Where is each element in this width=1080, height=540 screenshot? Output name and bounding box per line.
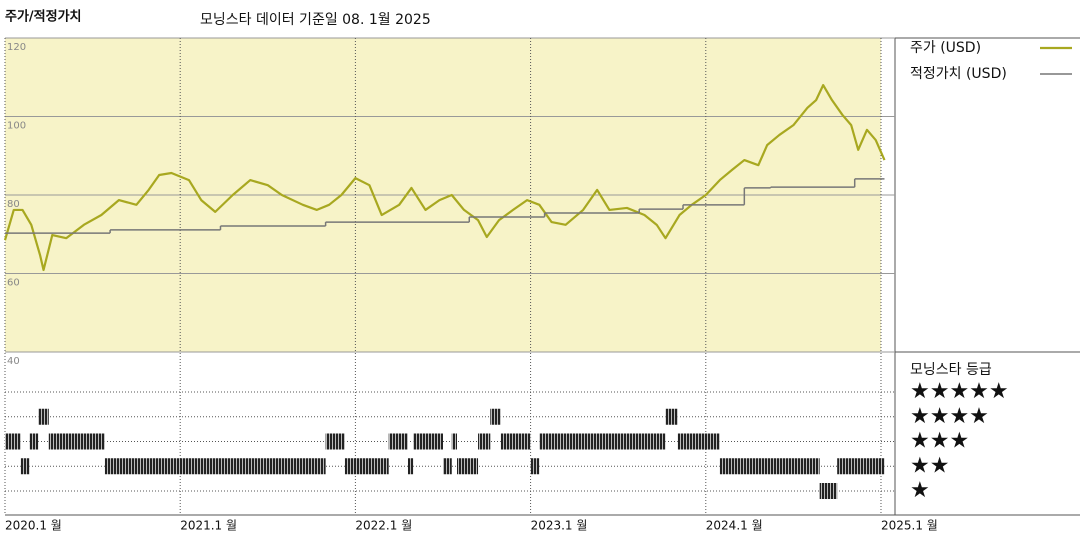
rating-bar xyxy=(5,433,21,450)
rating-bar xyxy=(20,458,30,475)
rating-bar xyxy=(457,458,479,475)
chart-subtitle: 모닝스타 데이터 기준일 08. 1월 2025 xyxy=(200,12,431,28)
x-tick-label: 2024.1 월 xyxy=(706,519,763,533)
rating-label: ★★★★ xyxy=(910,404,989,429)
y-tick-label: 120 xyxy=(7,42,26,53)
y-tick-label: 40 xyxy=(7,356,20,367)
rating-label: ★★★★★ xyxy=(910,379,1009,404)
rating-bar xyxy=(665,408,678,425)
rating-bar xyxy=(500,433,531,450)
rating-bar xyxy=(388,433,408,450)
rating-bar xyxy=(104,458,326,475)
rating-bar xyxy=(837,458,885,475)
rating-bar xyxy=(819,483,838,499)
rating-bar xyxy=(325,433,345,450)
rating-label: ★★ xyxy=(910,453,949,478)
y-tick-label: 80 xyxy=(7,199,20,210)
background xyxy=(4,37,1080,516)
x-tick-label: 2021.1 월 xyxy=(180,519,237,533)
chart-title: 주가/적정가치 xyxy=(5,9,82,25)
legend-label: 적정가치 (USD) xyxy=(910,66,1007,82)
x-tick-label: 2022.1 월 xyxy=(355,519,412,533)
rating-bar xyxy=(451,433,458,450)
rating-bar xyxy=(29,433,39,450)
rating-bar xyxy=(48,433,105,450)
x-tick-label: 2020.1 월 xyxy=(5,519,62,533)
y-tick-label: 60 xyxy=(7,278,20,289)
legend-label: 주가 (USD) xyxy=(910,40,981,56)
rating-bar xyxy=(38,408,49,425)
rating-bar xyxy=(539,433,666,450)
rating-bar xyxy=(490,408,501,425)
rating-bar xyxy=(677,433,720,450)
rating-label: ★★★ xyxy=(910,429,969,454)
rating-bar xyxy=(442,458,452,475)
rating-title: 모닝스타 등급 xyxy=(910,362,992,378)
x-tick-label: 2025.1 월 xyxy=(881,519,938,533)
price-line xyxy=(3,84,886,272)
rating-bar xyxy=(407,458,414,475)
rating-bar xyxy=(478,433,491,450)
rating-label: ★ xyxy=(910,478,930,503)
rating-bar xyxy=(719,458,820,475)
x-tick-label: 2023.1 월 xyxy=(531,519,588,533)
rating-bar xyxy=(344,458,389,475)
y-tick-label: 100 xyxy=(7,121,26,132)
rating-bar xyxy=(530,458,540,475)
rating-bar xyxy=(413,433,443,450)
